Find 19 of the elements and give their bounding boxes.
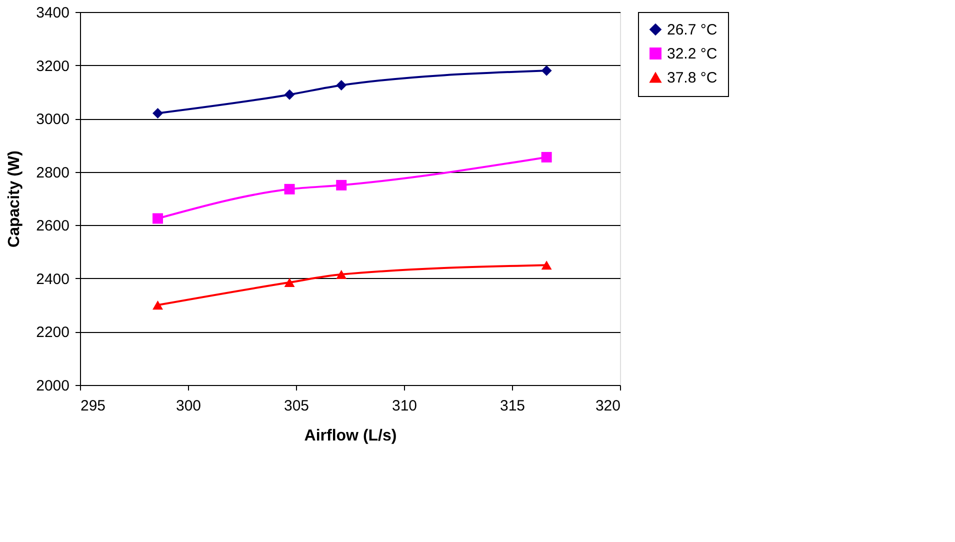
y-tick-label: 2600 — [36, 218, 70, 235]
x-tick-label: 300 — [176, 398, 202, 414]
y-tick-label: 2200 — [36, 324, 70, 342]
y-tick-label: 2000 — [36, 378, 70, 394]
y-tick-label: 3000 — [36, 111, 70, 128]
y-tick-label: 3400 — [36, 4, 70, 22]
x-tick-label: 310 — [392, 398, 418, 414]
x-tick-label: 305 — [284, 398, 310, 414]
legend-label: 32.2 °C — [667, 46, 718, 62]
x-tick-label: 315 — [500, 398, 526, 414]
y-tick-label: 2800 — [36, 164, 70, 182]
x-axis-title: Airflow (L/s) — [304, 428, 397, 444]
x-tick-label: 295 — [80, 398, 106, 414]
y-tick-label: 2400 — [36, 270, 70, 288]
y-axis-title: Capacity (W) — [6, 150, 24, 248]
legend-label: 37.8 °C — [667, 70, 718, 86]
legend-label: 26.7 °C — [667, 22, 718, 38]
y-tick-label: 3200 — [36, 58, 70, 75]
x-tick-label: 320 — [595, 398, 620, 414]
